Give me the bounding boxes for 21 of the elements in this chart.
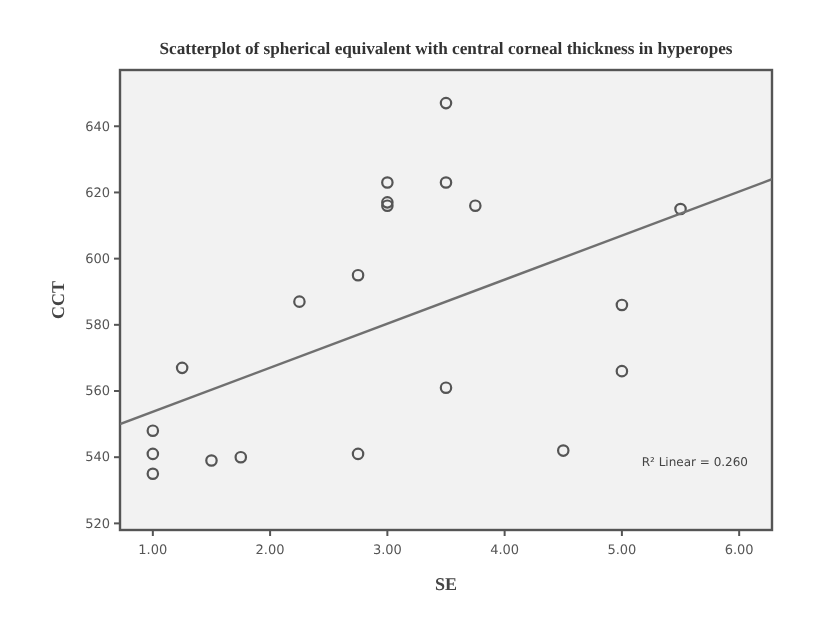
point (146, 447, 160, 461)
point (439, 381, 453, 394)
chart-title: Scatterplot of spherical equivalent with central corneal thickness in hyperopes (159, 38, 734, 58)
point (146, 424, 160, 438)
point (351, 268, 365, 282)
point (674, 202, 687, 216)
point (381, 176, 394, 189)
point (175, 361, 189, 375)
point (146, 467, 160, 481)
x-axis-title: SE (434, 574, 458, 594)
point (205, 454, 218, 467)
point (615, 298, 629, 312)
point (439, 96, 453, 110)
point (556, 444, 570, 457)
point (615, 364, 629, 378)
point (351, 447, 365, 461)
point (439, 176, 453, 189)
point (293, 295, 306, 308)
point (469, 199, 482, 212)
y-axis-title: CCT (48, 280, 68, 320)
point (234, 450, 248, 464)
